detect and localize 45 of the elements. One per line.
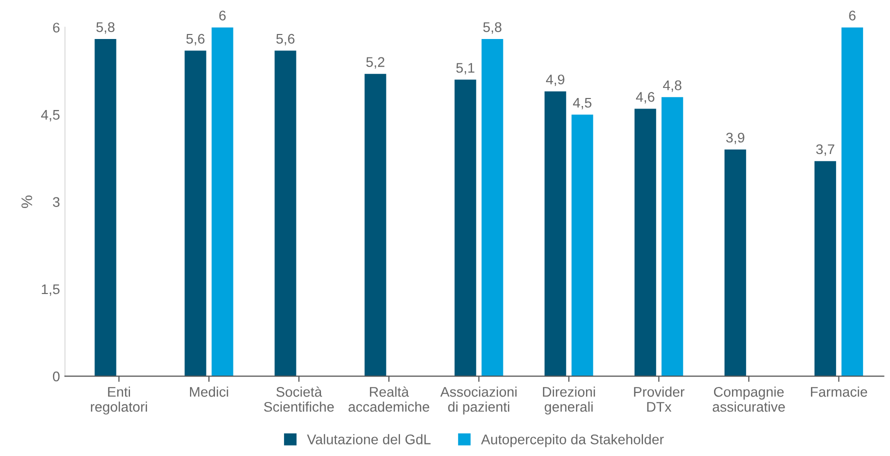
x-tick-label: Enti regolatori xyxy=(90,386,147,415)
legend-label: Autopercepito da Stakeholder xyxy=(481,434,664,448)
bar xyxy=(634,108,656,376)
data-label: 4,8 xyxy=(662,80,682,92)
data-label: 5,8 xyxy=(96,22,115,34)
y-tick-label: 0 xyxy=(52,372,60,382)
bar xyxy=(274,50,296,376)
data-label: 5,8 xyxy=(483,22,502,34)
data-label: 4,5 xyxy=(573,98,592,110)
bar xyxy=(482,38,504,376)
x-tick-label: Medici xyxy=(190,386,228,397)
bar xyxy=(364,74,386,376)
data-label: 5,6 xyxy=(186,34,204,46)
x-tick-label: Farmacie xyxy=(810,386,868,397)
data-label: 5,6 xyxy=(276,34,294,46)
bar xyxy=(662,97,684,376)
data-label: 6 xyxy=(219,10,226,20)
x-tick-label: Direzioni generali xyxy=(542,386,595,415)
x-tick-label: Provider DTx xyxy=(634,386,684,412)
data-label: 3,9 xyxy=(726,132,744,144)
y-tick-label: 1,5 xyxy=(42,284,60,296)
legend-label: Valutazione del GdL xyxy=(307,434,431,444)
x-tick-label: Associazioni di pazienti xyxy=(440,386,517,415)
bar xyxy=(572,114,594,376)
data-label: 4,9 xyxy=(546,74,564,86)
x-tick-label: Realtà accademiche xyxy=(348,386,430,412)
bar xyxy=(212,27,234,376)
data-label: 6 xyxy=(849,10,856,20)
y-tick-label: 6 xyxy=(53,22,60,33)
data-label: 3,7 xyxy=(816,144,834,156)
data-label: 5,1 xyxy=(456,63,474,74)
bar xyxy=(814,161,836,376)
x-tick-label: Società Scientifiche xyxy=(264,386,334,412)
bar xyxy=(724,149,746,376)
x-tick-label: Compagnie assicurative xyxy=(712,386,785,412)
bar xyxy=(544,91,566,376)
y-tick-label: 4,5 xyxy=(41,110,60,122)
bar xyxy=(184,50,206,376)
y-tick-label: 3 xyxy=(52,197,60,207)
bar xyxy=(94,38,116,376)
data-label: 5,2 xyxy=(366,57,384,69)
data-label: 4,6 xyxy=(636,92,654,104)
bar xyxy=(841,27,864,376)
y-axis-title: % xyxy=(21,196,32,208)
bar xyxy=(454,80,476,376)
